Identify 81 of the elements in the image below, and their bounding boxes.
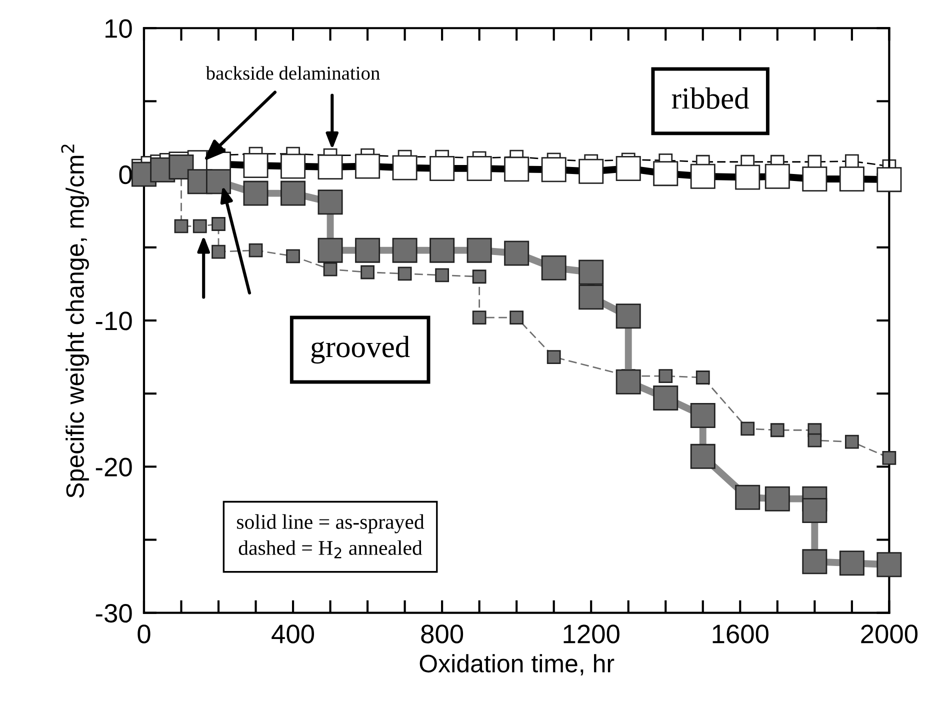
point [740,422,755,436]
point [616,304,641,329]
y-tick-label: -30 [96,604,132,623]
annotation: solid line = as-sprayed dashed = H$_{2}$ annealed [237,514,424,558]
point [466,156,492,181]
annotation: ribbed [672,87,749,109]
point [735,164,760,190]
point [882,450,896,465]
point [280,154,306,179]
point [504,156,530,182]
point [802,498,828,524]
point [286,249,300,264]
point [541,255,566,280]
point [280,180,306,206]
point [764,486,790,512]
point [735,484,760,510]
x-tick-label: 400 [272,624,314,644]
point [658,369,673,383]
point [808,433,822,448]
y-tick-label: -20 [96,458,132,476]
point [653,385,678,410]
point [616,156,641,181]
point [578,260,604,285]
point [430,156,455,181]
point [355,238,380,263]
point [192,219,207,234]
point [323,262,338,276]
point [802,166,828,192]
point [430,238,455,263]
x-tick-label: 0 [138,624,150,644]
point [398,266,412,281]
point [243,153,268,178]
point [212,217,226,231]
point [248,243,263,258]
point [510,310,524,325]
y-tick-label: 0 [119,165,132,184]
point [435,268,450,282]
y-tick-label: 10 [106,19,132,38]
annotation: grooved [311,336,410,364]
point [839,550,864,576]
point [690,444,716,469]
point [504,240,530,266]
x-tick-label: 1200 [564,624,620,644]
point [541,157,566,182]
point [578,284,604,310]
point [472,310,486,325]
point [174,219,188,234]
point [318,190,343,215]
point [360,265,374,280]
point [839,166,864,192]
point [844,434,859,449]
point [764,164,790,189]
point [802,549,828,574]
point [318,238,343,263]
x-axis-title: Oxidation time, hr [420,654,614,676]
point [472,270,486,284]
point [696,370,710,384]
x-tick-label: 1600 [712,624,768,644]
point [770,423,784,438]
point [318,154,343,180]
point [616,369,641,394]
point [212,244,226,259]
point [876,167,902,192]
point [243,180,268,206]
point [546,350,561,364]
point [690,403,716,428]
x-tick-label: 2000 [861,624,918,644]
point [392,238,418,263]
point [206,169,232,194]
point [653,161,678,186]
y-axis-title: Specific weight change, mg/cm$^{2}$ [61,144,89,498]
point [844,154,859,168]
point [355,154,380,179]
point [578,158,604,184]
point [690,164,716,189]
point [876,552,902,578]
point [392,155,418,180]
annotation: backside delamination [206,66,380,80]
x-tick-label: 800 [421,624,464,644]
y-tick-label: -10 [96,312,132,330]
point [466,238,492,263]
